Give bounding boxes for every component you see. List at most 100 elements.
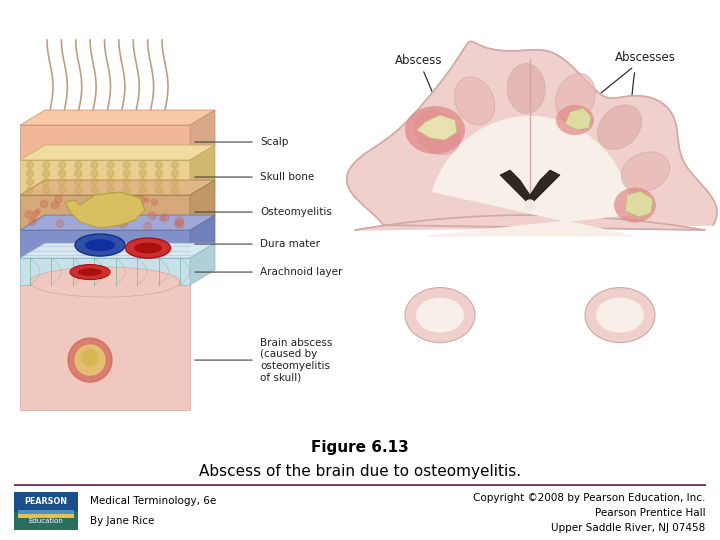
Circle shape bbox=[42, 178, 50, 185]
Circle shape bbox=[27, 161, 34, 168]
Circle shape bbox=[107, 170, 114, 177]
Ellipse shape bbox=[125, 238, 171, 258]
Circle shape bbox=[145, 195, 152, 202]
Polygon shape bbox=[190, 180, 215, 230]
Circle shape bbox=[59, 178, 66, 185]
Circle shape bbox=[27, 170, 34, 177]
Circle shape bbox=[149, 201, 158, 210]
Ellipse shape bbox=[415, 111, 460, 155]
Circle shape bbox=[75, 186, 82, 193]
Circle shape bbox=[59, 161, 66, 168]
Circle shape bbox=[91, 170, 98, 177]
Circle shape bbox=[75, 170, 82, 177]
Bar bbox=[20, 195, 190, 230]
Circle shape bbox=[114, 222, 120, 228]
Circle shape bbox=[76, 214, 85, 224]
Circle shape bbox=[139, 178, 146, 185]
Text: Abscesses: Abscesses bbox=[583, 51, 676, 107]
Text: Pearson Prentice Hall: Pearson Prentice Hall bbox=[595, 508, 706, 518]
Bar bbox=[18, 510, 74, 518]
Circle shape bbox=[160, 208, 168, 217]
Circle shape bbox=[88, 198, 94, 204]
Ellipse shape bbox=[85, 239, 115, 251]
Ellipse shape bbox=[405, 106, 465, 154]
Circle shape bbox=[59, 186, 66, 193]
Circle shape bbox=[148, 205, 153, 210]
Circle shape bbox=[156, 186, 163, 193]
Bar bbox=[14, 512, 78, 530]
Circle shape bbox=[124, 215, 132, 224]
Bar bbox=[20, 30, 190, 130]
Circle shape bbox=[166, 212, 173, 219]
Text: Figure 6.13: Figure 6.13 bbox=[311, 440, 409, 455]
Circle shape bbox=[84, 198, 93, 207]
Text: By Jane Rice: By Jane Rice bbox=[90, 516, 154, 526]
Circle shape bbox=[27, 178, 34, 185]
Bar bbox=[20, 258, 190, 285]
Circle shape bbox=[75, 345, 105, 375]
Ellipse shape bbox=[70, 265, 110, 280]
Circle shape bbox=[139, 161, 146, 168]
Bar bbox=[18, 510, 74, 514]
Text: Education: Education bbox=[29, 517, 63, 524]
Circle shape bbox=[156, 161, 163, 168]
Circle shape bbox=[35, 213, 41, 219]
Ellipse shape bbox=[556, 73, 595, 122]
Bar bbox=[20, 160, 190, 195]
Circle shape bbox=[27, 205, 35, 213]
Polygon shape bbox=[20, 110, 215, 125]
Polygon shape bbox=[190, 243, 215, 285]
Circle shape bbox=[174, 218, 183, 227]
Circle shape bbox=[37, 222, 42, 228]
Text: Dura mater: Dura mater bbox=[260, 239, 320, 249]
Polygon shape bbox=[190, 215, 215, 258]
Ellipse shape bbox=[614, 187, 656, 222]
Bar bbox=[20, 285, 190, 410]
Circle shape bbox=[115, 219, 120, 224]
Circle shape bbox=[148, 199, 157, 208]
Text: Brain abscess
(caused by
osteomyelitis
of skull): Brain abscess (caused by osteomyelitis o… bbox=[260, 338, 333, 382]
Bar bbox=[20, 230, 190, 258]
Circle shape bbox=[89, 206, 97, 214]
Circle shape bbox=[123, 170, 130, 177]
Ellipse shape bbox=[596, 298, 644, 333]
Circle shape bbox=[130, 201, 136, 208]
Polygon shape bbox=[190, 145, 215, 195]
Circle shape bbox=[107, 186, 114, 193]
Ellipse shape bbox=[405, 288, 475, 342]
Circle shape bbox=[123, 161, 130, 168]
Text: Abscess of the brain due to osteomyelitis.: Abscess of the brain due to osteomyeliti… bbox=[199, 464, 521, 480]
Polygon shape bbox=[20, 180, 215, 195]
Circle shape bbox=[156, 178, 163, 185]
Text: Upper Saddle River, NJ 07458: Upper Saddle River, NJ 07458 bbox=[552, 523, 706, 533]
Polygon shape bbox=[190, 110, 215, 160]
Polygon shape bbox=[428, 117, 632, 236]
Ellipse shape bbox=[416, 298, 464, 333]
Circle shape bbox=[75, 178, 82, 185]
Circle shape bbox=[34, 219, 39, 224]
Circle shape bbox=[42, 186, 50, 193]
Polygon shape bbox=[565, 108, 591, 130]
Text: Osteomyelitis: Osteomyelitis bbox=[260, 207, 332, 217]
Circle shape bbox=[42, 161, 50, 168]
Polygon shape bbox=[500, 170, 560, 205]
Text: Copyright ©2008 by Pearson Education, Inc.: Copyright ©2008 by Pearson Education, In… bbox=[473, 493, 706, 503]
Circle shape bbox=[107, 178, 114, 185]
Circle shape bbox=[61, 217, 68, 224]
Text: Scalp: Scalp bbox=[260, 137, 289, 147]
Ellipse shape bbox=[508, 64, 545, 113]
Circle shape bbox=[27, 199, 36, 207]
Circle shape bbox=[156, 170, 163, 177]
Circle shape bbox=[171, 170, 179, 177]
Circle shape bbox=[59, 170, 66, 177]
Circle shape bbox=[91, 161, 98, 168]
Ellipse shape bbox=[598, 105, 642, 150]
Circle shape bbox=[139, 186, 146, 193]
Text: Medical Terminology, 6e: Medical Terminology, 6e bbox=[90, 496, 216, 506]
Text: Arachnoid layer: Arachnoid layer bbox=[260, 267, 343, 277]
Circle shape bbox=[112, 223, 120, 231]
Circle shape bbox=[30, 218, 38, 227]
Ellipse shape bbox=[585, 288, 655, 342]
Ellipse shape bbox=[134, 242, 162, 254]
FancyBboxPatch shape bbox=[20, 125, 190, 160]
